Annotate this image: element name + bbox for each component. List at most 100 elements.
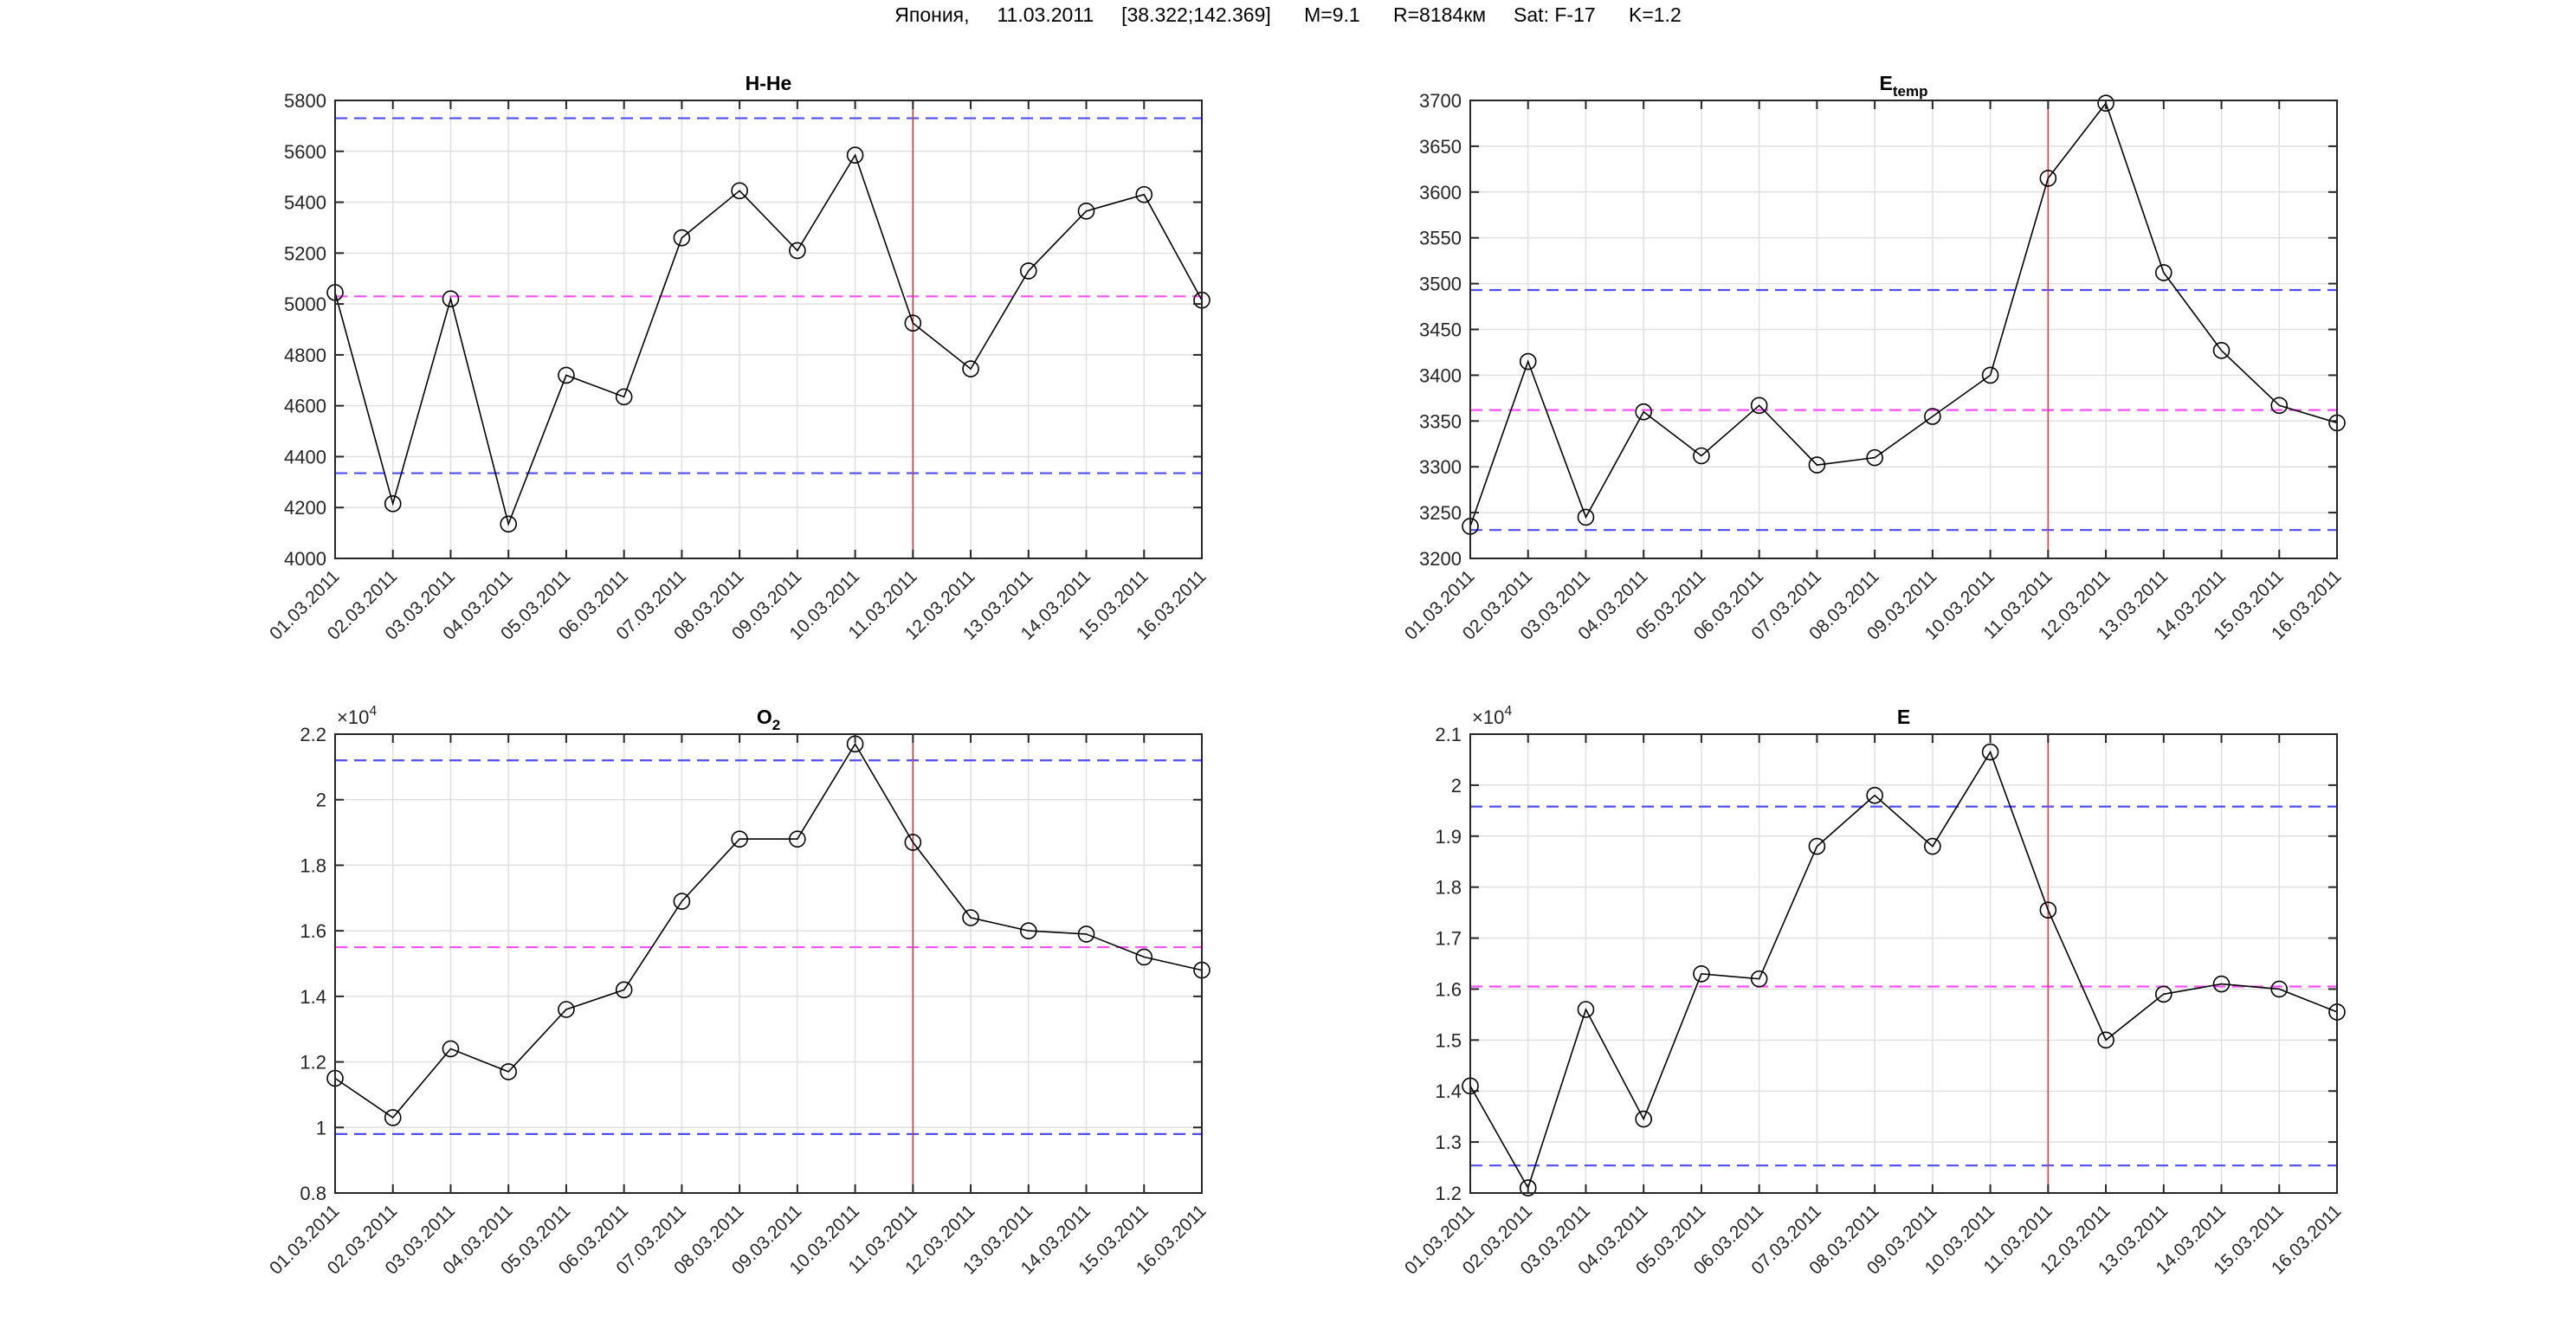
data-point: [1135, 185, 1153, 203]
y-tick-label: 3250: [1419, 502, 1462, 524]
y-tick-label: 4800: [284, 345, 326, 366]
title-main: E: [1897, 706, 1910, 728]
y-tick-label: 1.2: [300, 1052, 326, 1074]
y-tick-label: 1.6: [1435, 978, 1462, 1000]
subplot-title: E: [1897, 706, 1910, 728]
data-point: [2097, 1031, 2114, 1049]
title-main: E: [1880, 72, 1893, 94]
y-tick-label: 1.9: [1435, 826, 1462, 848]
subplot-1: 4000 4200 4400 4600 4800 5000 5200 5400 5600 5800…: [266, 72, 1211, 644]
y-tick-label: 5000: [284, 293, 326, 315]
data-point: [500, 1063, 518, 1080]
axes-box: [334, 733, 1203, 1194]
data-point: [615, 981, 633, 999]
data-point: [731, 182, 748, 200]
y-tick-label: 4200: [284, 497, 326, 519]
y-tick-label: 1.6: [300, 920, 326, 942]
y-tick-label: 1.5: [1435, 1029, 1462, 1051]
exponent-base: ×10: [337, 706, 369, 728]
data-point: [442, 290, 460, 308]
subplot-3: 0.811.21.41.61.822.201.03.201102.03.2011…: [266, 704, 1211, 1279]
y-tick-label: 1.8: [1435, 877, 1462, 899]
data-point: [1020, 262, 1037, 280]
data-point: [1577, 508, 1595, 526]
data-point: [1077, 203, 1095, 220]
y-tick-label: 3550: [1419, 228, 1462, 249]
data-point: [673, 229, 691, 247]
data-point: [442, 1040, 460, 1058]
series-line: [334, 153, 1203, 526]
data-point: [1635, 1110, 1652, 1128]
y-tick-label: 4400: [284, 446, 326, 468]
data-point: [1866, 786, 1883, 804]
axes-box: [1469, 733, 2338, 1194]
data-point: [1981, 366, 1999, 384]
y-tick-label: 1.4: [300, 986, 326, 1008]
exponent-power: 4: [1504, 704, 1512, 719]
y-tick-label: 5400: [284, 192, 326, 214]
subplot-title: H-He: [746, 72, 792, 94]
y-tick-label: 5800: [284, 90, 326, 112]
data-point: [1577, 1001, 1595, 1018]
axis-exponent: ×104: [337, 704, 377, 728]
data-point: [1635, 403, 1652, 421]
series-line: [1469, 750, 2338, 1190]
data-point: [558, 366, 575, 384]
y-tick-label: 1: [316, 1117, 326, 1138]
y-tick-label: 2: [1451, 775, 1462, 796]
data-point: [789, 242, 806, 260]
data-point: [2039, 170, 2057, 187]
data-point: [1020, 922, 1037, 939]
data-point: [1808, 837, 1826, 855]
data-point: [1924, 408, 1941, 425]
y-tick-label: 4600: [284, 396, 326, 417]
data-point: [846, 146, 864, 164]
y-tick-label: 3650: [1419, 136, 1462, 158]
data-point: [731, 830, 748, 848]
data-point: [2155, 985, 2172, 1003]
y-tick-label: 1.8: [300, 855, 326, 876]
data-point: [1693, 964, 1710, 983]
data-point: [1808, 456, 1826, 474]
data-point: [1135, 948, 1153, 966]
series-line: [334, 742, 1203, 1119]
y-tick-label: 2.2: [300, 724, 326, 745]
figure-title: Япония, 11.03.2011 [38.322;142.369] M=9.…: [894, 3, 1682, 26]
data-point: [1750, 397, 1768, 415]
data-point: [2212, 975, 2231, 993]
data-point: [1519, 1179, 1537, 1196]
y-tick-label: 5600: [284, 141, 326, 163]
data-point: [904, 834, 922, 851]
data-point: [1981, 743, 1999, 761]
data-point: [789, 830, 806, 848]
y-tick-label: 1.7: [1435, 928, 1462, 950]
data-point: [2097, 94, 2114, 112]
subplot-2: 3200 3250 3300 3350 3400 3450 3500 3550 3600 3650…: [1401, 72, 2346, 644]
data-point: [1750, 970, 1768, 988]
data-point: [2155, 264, 2172, 281]
title-main: O: [757, 706, 772, 728]
subplot-title: O2: [757, 706, 780, 733]
y-tick-label: 0.8: [300, 1183, 326, 1204]
series-line: [1469, 101, 2338, 527]
data-point: [558, 1001, 575, 1018]
y-tick-label: 3400: [1419, 364, 1462, 386]
subplot-4: 1.21.31.41.51.61.71.81.922.101.03.201102…: [1401, 704, 2346, 1279]
axes-box: [334, 100, 1203, 559]
data-point: [904, 314, 922, 332]
y-tick-label: 5200: [284, 242, 326, 264]
y-tick-label: 3200: [1419, 548, 1462, 570]
y-tick-label: 3450: [1419, 319, 1462, 341]
data-point: [962, 360, 979, 377]
data-point: [1077, 925, 1095, 943]
y-tick-label: 3500: [1419, 274, 1462, 295]
y-tick-label: 4000: [284, 548, 326, 570]
title-main: H-He: [746, 72, 792, 94]
data-point: [615, 388, 633, 406]
data-point: [500, 515, 518, 533]
data-point: [1519, 352, 1537, 371]
subplot-title: Etemp: [1880, 72, 1928, 100]
axis-exponent: ×104: [1472, 704, 1512, 728]
data-point: [384, 495, 402, 513]
